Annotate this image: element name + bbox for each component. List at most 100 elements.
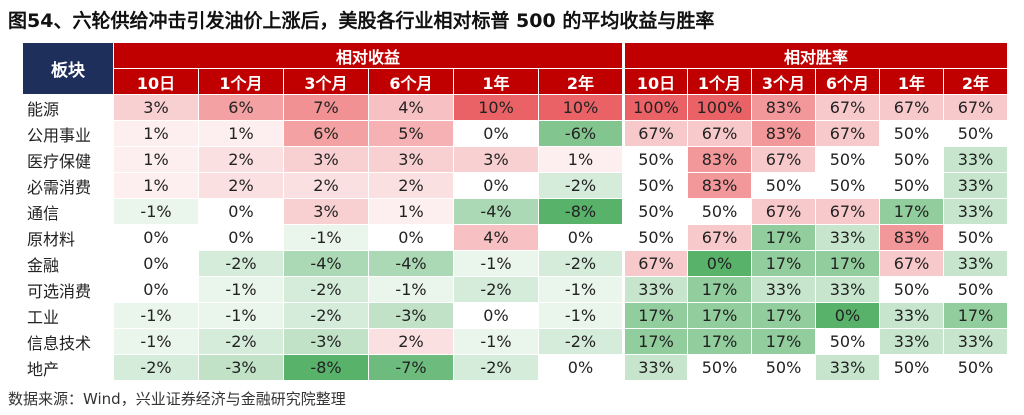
return-cell: 4% (453, 224, 539, 251)
winrate-cell: 50% (943, 224, 1008, 251)
return-cell: -1% (538, 276, 624, 303)
data-row: 金融 0% -2% -4% -4% -1% -2% 67% 0% 17% 17% 67% 33% (22, 250, 1008, 277)
winrate-cell: 100% (687, 94, 752, 121)
winrate-cell: 67% (879, 94, 944, 121)
data-row: 可选消费 0% -1% -2% -1% -2% -1% 33% 17% 33% 33% 50% 50% (22, 276, 1008, 303)
winrate-cell: 50% (815, 146, 880, 173)
data-row: 工业 -1% -1% -2% -3% 0% -1% 17% 17% 17% 0% 33% 17% (22, 302, 1008, 329)
return-cell: -1% (453, 328, 539, 355)
return-cell: 4% (368, 94, 454, 121)
winrate-cell: 83% (687, 172, 752, 199)
return-cell: -1% (198, 276, 284, 303)
row-label: 工业 (22, 302, 114, 329)
winrate-cell: 33% (622, 354, 688, 381)
winrate-cell: 50% (622, 146, 688, 173)
period-header: 6个月 (368, 68, 454, 95)
return-cell: 3% (113, 94, 199, 121)
return-cell: 5% (368, 120, 454, 147)
data-row: 通信 -1% 0% 3% 1% -4% -8% 50% 50% 67% 67% 17% 33% (22, 198, 1008, 225)
winrate-cell: 17% (943, 302, 1008, 329)
return-cell: 10% (453, 94, 539, 121)
return-cell: 3% (283, 198, 369, 225)
winrate-cell: 83% (751, 120, 816, 147)
return-cell: -3% (283, 328, 369, 355)
winrate-cell: 33% (751, 276, 816, 303)
return-cell: -2% (453, 354, 539, 381)
header-row: 板块 相对收益 相对胜率 (22, 42, 1008, 95)
return-cell: -2% (198, 328, 284, 355)
corner-header: 板块 (22, 42, 114, 95)
winrate-cell: 67% (879, 250, 944, 277)
winrate-cell: 83% (879, 224, 944, 251)
period-header: 1个月 (687, 68, 752, 95)
winrate-cell: 83% (751, 94, 816, 121)
return-cell: -1% (283, 224, 369, 251)
return-cell: 1% (198, 120, 284, 147)
heatmap-table: 板块 相对收益 相对胜率 10日 1个月 3个月 6个月 1年 2年 10日 1个月 3个月 6个月 1年… (22, 42, 1008, 381)
return-cell: -2% (538, 328, 624, 355)
winrate-cell: 17% (751, 250, 816, 277)
winrate-cell: 50% (815, 328, 880, 355)
return-cell: 6% (283, 120, 369, 147)
data-row: 公用事业 1% 1% 6% 5% 0% -6% 67% 67% 83% 67% 50% 50% (22, 120, 1008, 147)
winrate-cell: 67% (622, 250, 688, 277)
return-cell: -2% (283, 276, 369, 303)
return-cell: 0% (538, 354, 624, 381)
winrate-cell: 50% (879, 120, 944, 147)
data-row: 地产 -2% -3% -8% -7% -2% 0% 33% 50% 50% 33% 50% 50% (22, 354, 1008, 381)
row-label: 通信 (22, 198, 114, 225)
winrate-cell: 17% (687, 328, 752, 355)
winrate-cell: 0% (687, 250, 752, 277)
return-cell: 0% (453, 302, 539, 329)
return-cell: 0% (368, 224, 454, 251)
return-cell: 0% (113, 250, 199, 277)
return-cell: 7% (283, 94, 369, 121)
row-label: 必需消费 (22, 172, 114, 199)
return-cell: -2% (538, 172, 624, 199)
return-cell: -1% (453, 250, 539, 277)
group-header: 相对收益 (113, 42, 624, 69)
winrate-cell: 17% (879, 198, 944, 225)
period-header: 1年 (453, 68, 539, 95)
winrate-cell: 33% (879, 328, 944, 355)
winrate-cell: 50% (622, 198, 688, 225)
return-cell: -4% (368, 250, 454, 277)
winrate-cell: 17% (687, 302, 752, 329)
winrate-cell: 50% (943, 120, 1008, 147)
return-cell: -2% (113, 354, 199, 381)
return-cell: -8% (283, 354, 369, 381)
winrate-cell: 67% (815, 120, 880, 147)
winrate-cell: 50% (879, 276, 944, 303)
return-cell: 6% (198, 94, 284, 121)
winrate-cell: 50% (879, 172, 944, 199)
winrate-cell: 50% (622, 224, 688, 251)
winrate-cell: 33% (879, 302, 944, 329)
period-header: 3个月 (283, 68, 369, 95)
source-note: 数据来源：Wind，兴业证券经济与金融研究院整理 (8, 390, 346, 408)
row-label: 信息技术 (22, 328, 114, 355)
return-cell: 0% (198, 224, 284, 251)
winrate-cell: 50% (879, 146, 944, 173)
winrate-cell: 33% (622, 276, 688, 303)
period-header: 2年 (538, 68, 624, 95)
data-row: 信息技术 -1% -2% -3% 2% -1% -2% 17% 17% 17% 50% 33% 33% (22, 328, 1008, 355)
winrate-cell: 50% (879, 354, 944, 381)
header-row: 10日 1个月 3个月 6个月 1年 2年 10日 1个月 3个月 6个月 1年 2年 (23, 68, 1008, 95)
return-cell: 0% (198, 198, 284, 225)
row-label: 公用事业 (22, 120, 114, 147)
winrate-cell: 83% (687, 146, 752, 173)
period-header: 1个月 (198, 68, 284, 95)
return-cell: -2% (283, 302, 369, 329)
winrate-cell: 50% (687, 198, 752, 225)
return-cell: 1% (113, 172, 199, 199)
winrate-cell: 50% (943, 276, 1008, 303)
return-cell: 2% (368, 328, 454, 355)
winrate-cell: 17% (687, 276, 752, 303)
winrate-cell: 0% (815, 302, 880, 329)
return-cell: 2% (198, 172, 284, 199)
winrate-cell: 67% (943, 94, 1008, 121)
winrate-cell: 100% (622, 94, 688, 121)
winrate-cell: 67% (687, 120, 752, 147)
row-label: 地产 (22, 354, 114, 381)
